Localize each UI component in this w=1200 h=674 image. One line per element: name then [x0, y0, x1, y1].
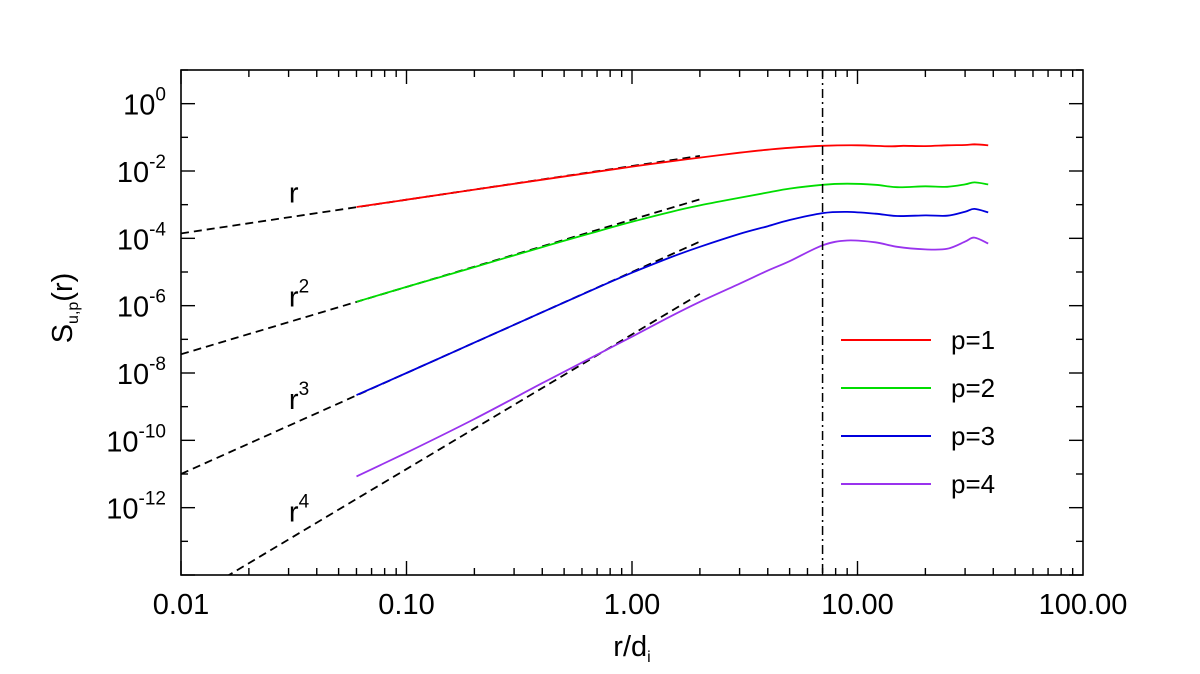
x-tick-label: 0.10 [378, 589, 434, 621]
legend-label-p4: p=4 [951, 469, 995, 499]
legend: p=1 p=2 p=3 p=4 [841, 325, 995, 499]
fit-annotation-base: r [289, 497, 299, 529]
y-tick-exponent: -6 [149, 287, 166, 308]
y-axis-label-suffix: (r) [47, 273, 79, 302]
fit-annotation-base: r [289, 384, 299, 416]
legend-label-p2: p=2 [951, 373, 995, 403]
y-tick-label: 10-2 [117, 152, 166, 189]
fit-annotation-r4: r4 [289, 492, 310, 529]
y-tick-exponent: -4 [149, 219, 166, 240]
axis-ticks [180, 69, 1083, 576]
fit-annotation-r3: r3 [289, 379, 309, 416]
series-line-p1 [356, 143, 989, 208]
y-tick-base: 10 [123, 90, 155, 122]
y-tick-exponent: -12 [139, 489, 166, 510]
fit-annotation-base: r [289, 177, 299, 209]
fit-annotation-exponent: 3 [299, 379, 310, 400]
y-tick-label: 10-6 [117, 287, 166, 324]
y-tick-exponent: -8 [149, 354, 166, 375]
y-tick-label: 10-10 [106, 421, 166, 458]
y-tick-label: 10-4 [117, 219, 167, 256]
y-axis-label: Su,p(r) [47, 273, 82, 344]
y-tick-exponent: -10 [139, 421, 166, 442]
legend-label-p1: p=1 [951, 325, 995, 355]
x-tick-label: 0.01 [153, 589, 209, 621]
fit-annotation-base: r [289, 281, 299, 313]
y-tick-label: 10-8 [117, 354, 166, 391]
y-tick-base: 10 [117, 157, 149, 189]
x-tick-label: 100.00 [1039, 589, 1128, 621]
fit-annotation-r2: r2 [289, 276, 309, 313]
y-tick-base: 10 [117, 224, 149, 256]
x-axis-label-subscript: i [647, 649, 651, 666]
y-tick-base: 10 [117, 292, 149, 324]
series-line-p3 [356, 208, 989, 396]
legend-label-p3: p=3 [951, 421, 995, 451]
x-axis-label-main: r/d [613, 631, 647, 663]
fit-annotation-r1: r [289, 177, 299, 209]
series-line-p2 [356, 181, 989, 303]
y-tick-base: 10 [106, 494, 138, 526]
x-tick-labels: 0.01 0.10 1.00 10.00 100.00 [153, 589, 1128, 621]
y-tick-base: 10 [106, 426, 138, 458]
y-axis-label-subscript: u,p [65, 302, 82, 324]
y-tick-label: 10-12 [106, 489, 166, 526]
y-tick-exponent: -2 [149, 152, 166, 173]
y-axis-label-main: S [47, 324, 79, 343]
fit-annotation-exponent: 4 [299, 492, 310, 513]
fit-annotation-exponent: 2 [299, 276, 310, 297]
x-axis-label: r/di [613, 631, 650, 666]
y-tick-base: 10 [117, 359, 149, 391]
fit-line-r4 [227, 293, 701, 575]
data-series-lines [356, 143, 989, 478]
x-tick-label: 1.00 [604, 589, 660, 621]
y-tick-exponent: 0 [155, 85, 166, 106]
x-tick-label: 10.00 [821, 589, 894, 621]
power-law-fit-lines [181, 155, 701, 575]
series-line-p4 [356, 236, 989, 478]
y-tick-label: 100 [123, 85, 166, 122]
